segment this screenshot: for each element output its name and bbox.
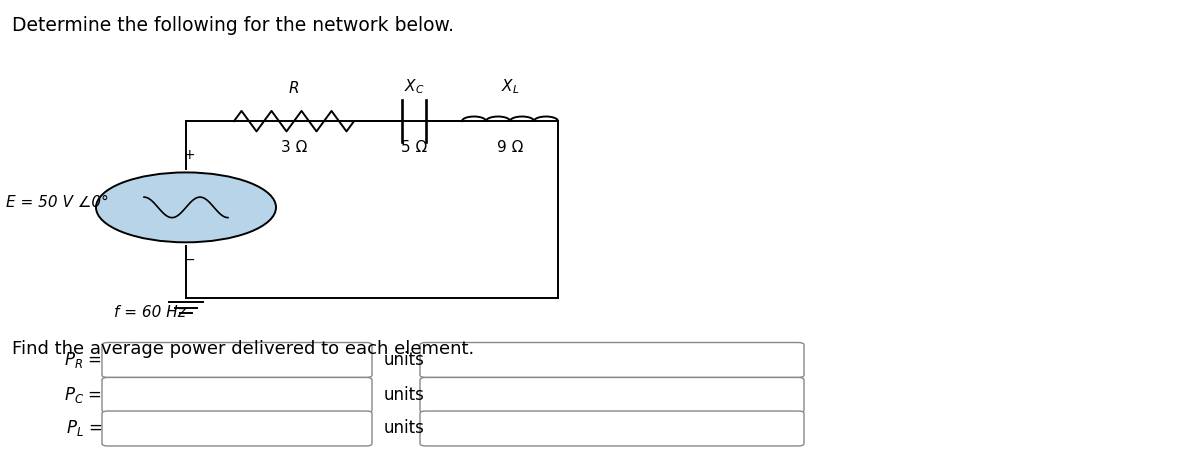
Circle shape [96, 172, 276, 242]
FancyBboxPatch shape [420, 377, 804, 412]
FancyBboxPatch shape [420, 343, 804, 377]
Text: +: + [184, 148, 196, 162]
FancyBboxPatch shape [102, 411, 372, 446]
Text: $X_L$: $X_L$ [500, 77, 520, 96]
Text: $P_C$ =: $P_C$ = [64, 385, 102, 405]
Text: 3 Ω: 3 Ω [281, 140, 307, 155]
Text: $P_L$ =: $P_L$ = [66, 418, 102, 439]
Text: Find the average power delivered to each element.: Find the average power delivered to each… [12, 340, 474, 358]
Text: $X_C$: $X_C$ [403, 77, 425, 96]
FancyBboxPatch shape [102, 343, 372, 377]
Text: units: units [384, 419, 425, 438]
Text: $P_R$ =: $P_R$ = [64, 350, 102, 370]
Text: Determine the following for the network below.: Determine the following for the network … [12, 16, 454, 35]
FancyBboxPatch shape [102, 377, 372, 412]
Text: R: R [289, 81, 299, 96]
Text: units: units [384, 351, 425, 369]
Text: 9 Ω: 9 Ω [497, 140, 523, 155]
Text: f = 60 Hz: f = 60 Hz [114, 305, 186, 320]
Text: units: units [384, 386, 425, 404]
Text: 5 Ω: 5 Ω [401, 140, 427, 155]
Text: E = 50 V ∠0°: E = 50 V ∠0° [6, 195, 109, 210]
Text: −: − [184, 253, 196, 267]
FancyBboxPatch shape [420, 411, 804, 446]
